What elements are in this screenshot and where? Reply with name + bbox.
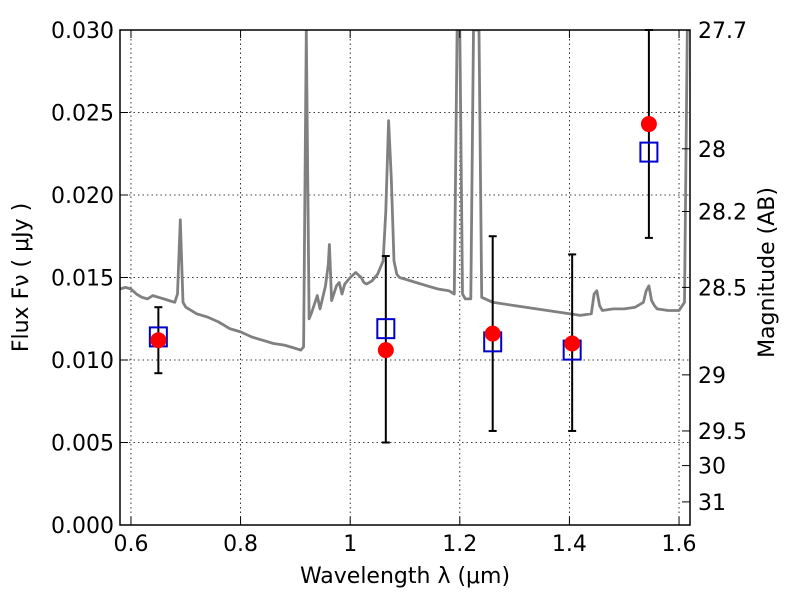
data-point-circle bbox=[150, 332, 167, 349]
axis-ticks bbox=[120, 29, 690, 526]
model-spectrum bbox=[120, 30, 690, 352]
y-tick-label: 0.005 bbox=[51, 432, 114, 457]
y2-tick-label: 28.5 bbox=[698, 276, 747, 301]
grid-lines bbox=[120, 29, 690, 526]
y2-tick-labels: 27.7 28 28.2 28.5 29 29.5 30 31 bbox=[698, 19, 747, 516]
y2-tick-label: 29 bbox=[698, 364, 726, 389]
data-point-circle bbox=[564, 335, 581, 352]
data-point-square bbox=[639, 141, 659, 163]
y2-tick-label: 27.7 bbox=[698, 19, 747, 44]
y-tick-label: 0.015 bbox=[51, 267, 114, 292]
y-tick-label: 0.000 bbox=[51, 514, 114, 539]
data-point-circle bbox=[484, 325, 501, 342]
x-tick-label: 1 bbox=[343, 532, 357, 557]
y2-axis-label: Magnitude (AB) bbox=[755, 187, 780, 358]
x-tick-label: 0.8 bbox=[223, 532, 258, 557]
y-tick-labels: 0.000 0.005 0.010 0.015 0.020 0.025 0.030 bbox=[51, 19, 114, 539]
y-axis-label: Flux Fν ( μJy ) bbox=[9, 203, 34, 352]
y-tick-label: 0.025 bbox=[51, 102, 114, 127]
y-tick-label: 0.030 bbox=[51, 19, 114, 44]
circle-markers bbox=[150, 116, 657, 359]
spectrum-line bbox=[120, 30, 690, 352]
x-tick-label: 1.4 bbox=[552, 532, 587, 557]
x-tick-label: 1.2 bbox=[442, 532, 477, 557]
y2-tick-label: 31 bbox=[698, 491, 726, 516]
y-tick-label: 0.010 bbox=[51, 349, 114, 374]
y-tick-label: 0.020 bbox=[51, 184, 114, 209]
x-axis-label: Wavelength λ (μm) bbox=[300, 564, 510, 589]
x-tick-labels: 0.6 0.8 1 1.2 1.4 1.6 bbox=[113, 532, 696, 557]
data-point-circle bbox=[640, 116, 657, 133]
y2-tick-label: 28 bbox=[698, 138, 726, 163]
y2-tick-label: 30 bbox=[698, 455, 726, 480]
x-tick-label: 1.6 bbox=[662, 532, 697, 557]
data-point-circle bbox=[377, 342, 394, 359]
y2-tick-label: 28.2 bbox=[698, 201, 747, 226]
y2-tick-label: 29.5 bbox=[698, 420, 747, 445]
data-point-square bbox=[376, 318, 396, 340]
x-tick-label: 0.6 bbox=[113, 532, 148, 557]
error-bars bbox=[154, 29, 653, 444]
